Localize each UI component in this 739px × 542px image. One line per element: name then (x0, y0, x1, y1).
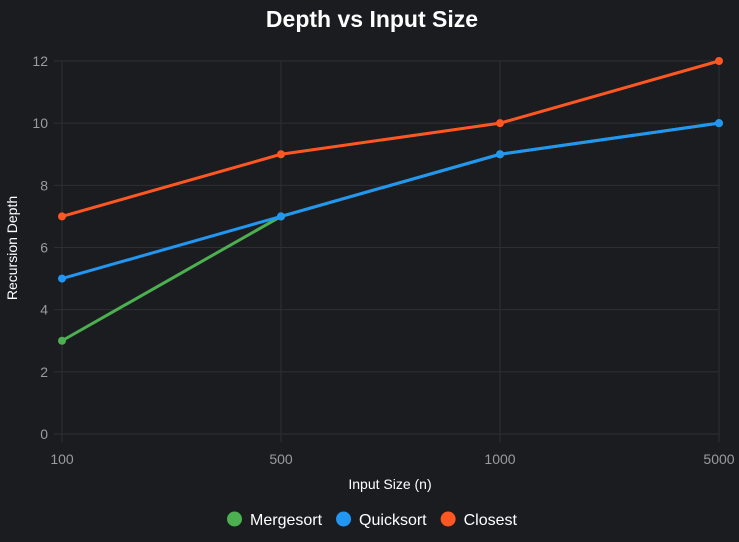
chart-title: Depth vs Input Size (266, 6, 478, 32)
legend-item-quicksort[interactable]: Quicksort (336, 511, 427, 530)
series-line-quicksort (60, 121, 721, 281)
y-tick-label: 10 (32, 115, 48, 131)
legend: Mergesort Quicksort Closest (227, 511, 518, 530)
series-line-closest (60, 59, 721, 218)
y-tick-label: 6 (40, 240, 48, 256)
x-tick-label: 100 (50, 451, 74, 467)
legend-label: Quicksort (359, 512, 427, 529)
x-axis-ticks: 100 500 1000 5000 (50, 451, 734, 467)
legend-item-closest[interactable]: Closest (440, 511, 518, 530)
legend-swatch (440, 511, 456, 527)
data-point-quicksort[interactable] (715, 119, 723, 128)
legend-swatch (336, 511, 352, 527)
data-point-closest[interactable] (496, 119, 504, 128)
series-lines (60, 59, 721, 343)
legend-label: Closest (464, 512, 518, 529)
data-point-closest[interactable] (58, 212, 66, 221)
y-tick-label: 12 (32, 53, 48, 69)
data-point-mergesort[interactable] (58, 336, 66, 345)
x-tick-label: 1000 (484, 451, 515, 467)
y-axis-title: Recursion Depth (4, 196, 20, 300)
y-tick-label: 8 (40, 177, 48, 193)
series-line-mergesort (60, 121, 721, 343)
data-point-quicksort[interactable] (496, 150, 504, 159)
legend-item-mergesort[interactable]: Mergesort (227, 511, 323, 530)
x-tick-label: 500 (269, 451, 293, 467)
data-point-quicksort[interactable] (58, 274, 66, 283)
data-point-quicksort[interactable] (277, 212, 285, 221)
y-tick-label: 2 (40, 364, 48, 380)
x-tick-label: 5000 (703, 451, 734, 467)
legend-label: Mergesort (250, 512, 323, 529)
y-axis-ticks: 0 2 4 6 8 10 12 (32, 53, 48, 442)
x-axis-title: Input Size (n) (348, 476, 431, 492)
data-point-closest[interactable] (277, 150, 285, 159)
data-point-closest[interactable] (715, 57, 723, 65)
series-points (58, 57, 723, 345)
legend-swatch (227, 511, 243, 527)
y-tick-label: 0 (40, 426, 48, 442)
y-tick-label: 4 (40, 302, 48, 318)
